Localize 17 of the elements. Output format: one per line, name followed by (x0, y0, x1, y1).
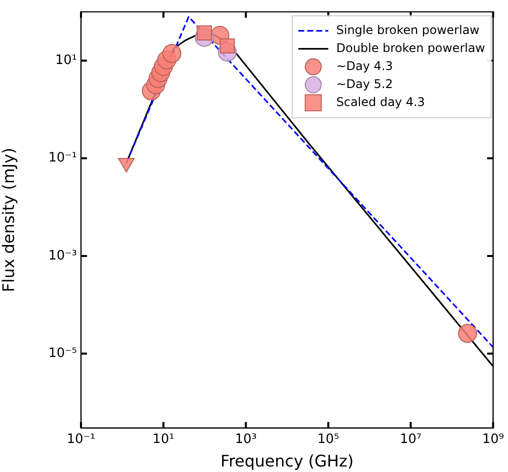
legend-label: Scaled day 4.3 (336, 94, 425, 109)
x-tick-label: 10⁵ (317, 432, 340, 448)
y-tick-label: 10⁻¹ (48, 150, 77, 166)
x-tick-label: 10⁹ (482, 432, 504, 448)
legend-label: Single broken powerlaw (336, 22, 480, 37)
legend-label: ~Day 4.3 (336, 58, 393, 73)
legend-label: ~Day 5.2 (336, 76, 393, 91)
y-tick-label: 10¹ (55, 53, 77, 68)
x-axis-title: Frequency (GHz) (220, 452, 354, 471)
x-tick-label: 10¹ (152, 432, 174, 448)
x-tick-label: 10⁷ (400, 432, 422, 448)
legend-label: Double broken powerlaw (336, 40, 486, 55)
y-tick-label: 10⁻³ (48, 248, 77, 264)
y-axis-title: Flux density (mJy) (0, 148, 18, 292)
x-tick-label: 10³ (234, 432, 257, 448)
x-tick-label: 10⁻¹ (66, 432, 96, 448)
y-tick-label: 10⁻⁵ (48, 346, 77, 362)
